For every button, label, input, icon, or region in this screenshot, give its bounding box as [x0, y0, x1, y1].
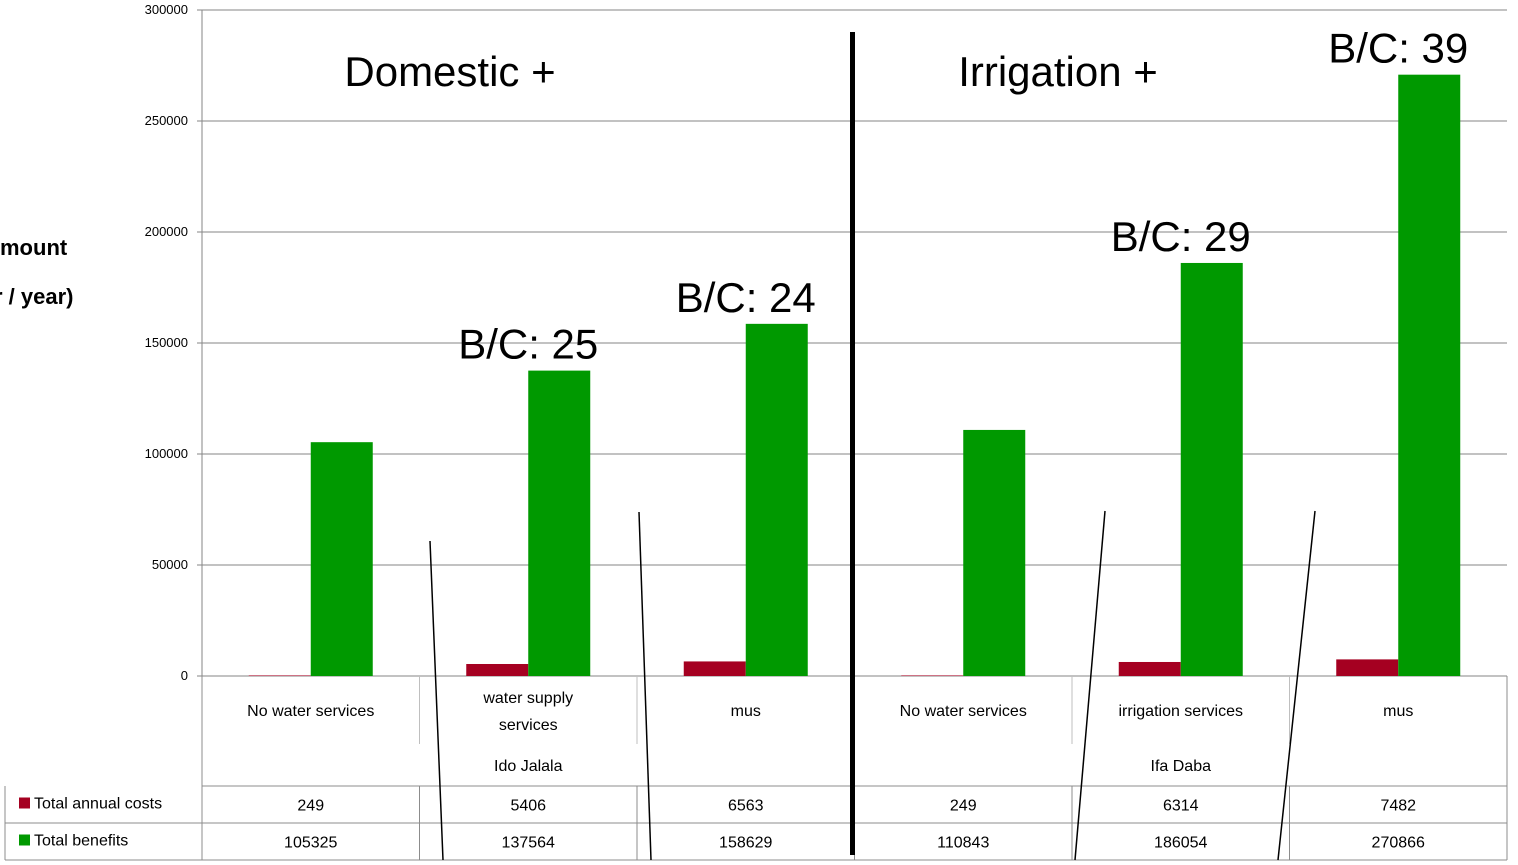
legend-key: [19, 834, 30, 846]
bar-benefits: [310, 442, 373, 676]
annotation-line: [429, 540, 444, 861]
category-label: mus: [731, 703, 761, 720]
category-label: water supply: [482, 690, 573, 707]
bar-benefits: [745, 323, 808, 676]
table-cell-value: 110843: [937, 835, 989, 852]
table-cell-value: 158629: [719, 835, 772, 852]
category-label: irrigation services: [1119, 703, 1243, 720]
bc-ratio-label: B/C: 29: [1111, 213, 1251, 260]
table-cell-value: 6563: [728, 798, 764, 815]
bar-costs: [1336, 659, 1399, 676]
y-tick-label: 250000: [145, 113, 188, 128]
category-label: mus: [1383, 703, 1413, 720]
bar-costs: [901, 675, 964, 676]
y-tick-label: 100000: [145, 446, 188, 461]
table-cell-value: 249: [950, 798, 977, 815]
table-cell-value: 270866: [1372, 835, 1425, 852]
bar-costs: [683, 661, 746, 676]
bar-benefits: [963, 429, 1026, 676]
y-tick-label: 300000: [145, 2, 188, 17]
table-cell-value: 186054: [1154, 835, 1207, 852]
legend-label: Total annual costs: [34, 796, 162, 813]
table-cell-value: 137564: [502, 835, 555, 852]
annotation-line: [1277, 510, 1316, 861]
bc-ratio-label: B/C: 25: [458, 321, 598, 368]
y-tick-label: 50000: [152, 557, 188, 572]
group-label: Ifa Daba: [1151, 758, 1212, 775]
y-tick-label: 0: [181, 668, 188, 683]
bar-costs: [466, 663, 529, 676]
annotation-line: [1074, 510, 1106, 861]
y-tick-label: 200000: [145, 224, 188, 239]
table-cell-value: 5406: [510, 798, 546, 815]
y-tick-label: 150000: [145, 335, 188, 350]
bar-benefits: [1398, 74, 1461, 676]
annotation-line: [638, 511, 652, 861]
region-label: Irrigation +: [958, 48, 1158, 95]
bar-benefits: [528, 370, 591, 676]
bar-costs: [1118, 661, 1181, 676]
group-label: Ido Jalala: [494, 758, 563, 775]
category-label: No water services: [247, 703, 374, 720]
bar-benefits: [1180, 262, 1243, 676]
legend-label: Total benefits: [34, 833, 128, 850]
table-cell-value: 6314: [1163, 798, 1199, 815]
y-axis-label: r / year): [0, 284, 74, 309]
table-cell-value: 249: [297, 798, 324, 815]
table-cell-value: 7482: [1380, 798, 1416, 815]
region-label: Domestic +: [344, 48, 555, 95]
bc-ratio-label: B/C: 24: [676, 274, 816, 321]
y-axis-label: mount: [0, 235, 68, 260]
category-label: services: [499, 717, 558, 734]
bc-ratio-label: B/C: 39: [1328, 25, 1468, 72]
category-label: No water services: [900, 703, 1027, 720]
bar-costs: [248, 675, 311, 676]
table-cell-value: 105325: [284, 835, 337, 852]
legend-key: [19, 797, 30, 809]
